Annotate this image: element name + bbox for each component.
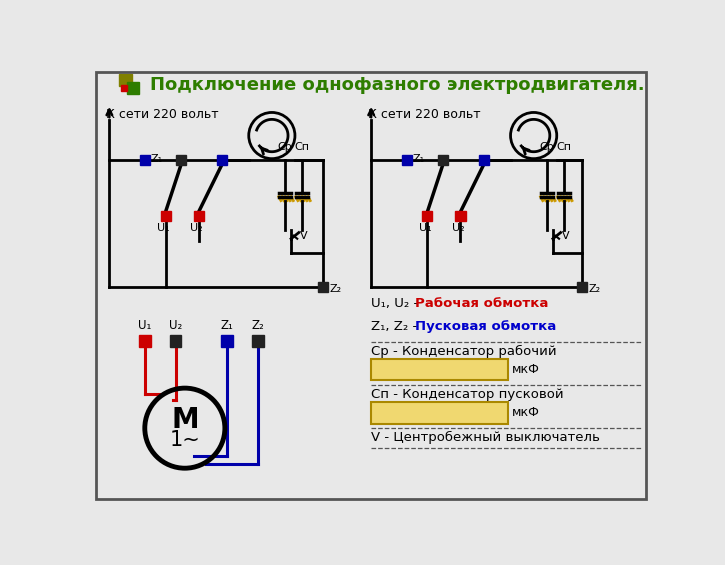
Text: U₁, U₂ -: U₁, U₂ - (371, 297, 423, 310)
Text: U₁: U₁ (157, 223, 170, 233)
Text: Z₂: Z₂ (252, 319, 265, 332)
Bar (170, 336, 181, 347)
Text: Cр: Cр (539, 142, 554, 153)
Bar (252, 336, 264, 347)
Text: U₂: U₂ (452, 223, 465, 233)
Bar (478, 155, 489, 165)
Text: Z₂: Z₂ (588, 284, 600, 294)
Text: К сети 220 вольт: К сети 220 вольт (107, 107, 219, 120)
Text: К сети 220 вольт: К сети 220 вольт (368, 107, 481, 120)
Text: Z₁: Z₁ (151, 154, 163, 164)
Bar (139, 336, 151, 347)
Bar (577, 282, 587, 292)
Text: 1~: 1~ (170, 430, 200, 450)
Bar (217, 155, 227, 165)
Text: V - Центробежный выключатель: V - Центробежный выключатель (371, 431, 600, 444)
Text: M: M (171, 406, 199, 434)
Bar (318, 282, 328, 292)
Bar (120, 74, 132, 86)
Text: Пусковая обмотка: Пусковая обмотка (415, 320, 556, 333)
Text: мкФ: мкФ (512, 363, 540, 376)
Text: Z₁, Z₂ -: Z₁, Z₂ - (371, 320, 422, 333)
Bar (194, 211, 204, 221)
Text: мкФ: мкФ (512, 406, 540, 419)
Text: Z₁: Z₁ (413, 154, 425, 164)
Text: Z₁: Z₁ (220, 319, 233, 332)
Text: U₁: U₁ (419, 223, 431, 233)
Text: U₂: U₂ (169, 319, 182, 332)
FancyBboxPatch shape (371, 359, 508, 380)
Bar (160, 211, 170, 221)
Text: Рабочая обмотка: Рабочая обмотка (415, 297, 548, 310)
Bar (140, 155, 150, 165)
Bar (121, 85, 127, 91)
FancyBboxPatch shape (371, 402, 508, 424)
Bar (423, 211, 432, 221)
Text: Cп: Cп (556, 142, 571, 153)
Text: V: V (562, 231, 570, 241)
Text: Cр - Конденсатор рабочий: Cр - Конденсатор рабочий (371, 345, 557, 358)
Bar (127, 82, 139, 94)
Text: U₁: U₁ (138, 319, 152, 332)
Bar (455, 211, 465, 221)
Text: Cп - Конденсатор пусковой: Cп - Конденсатор пусковой (371, 388, 564, 401)
Text: Cр: Cр (278, 142, 292, 153)
Text: Z₂: Z₂ (330, 284, 341, 294)
Bar (438, 155, 448, 165)
Bar (402, 155, 412, 165)
Text: Cп: Cп (294, 142, 310, 153)
Text: V: V (300, 231, 308, 241)
Bar (221, 336, 233, 347)
Text: Подключение однофазного электродвигателя.: Подключение однофазного электродвигателя… (150, 76, 645, 94)
Text: U₂: U₂ (190, 223, 203, 233)
Bar (176, 155, 186, 165)
